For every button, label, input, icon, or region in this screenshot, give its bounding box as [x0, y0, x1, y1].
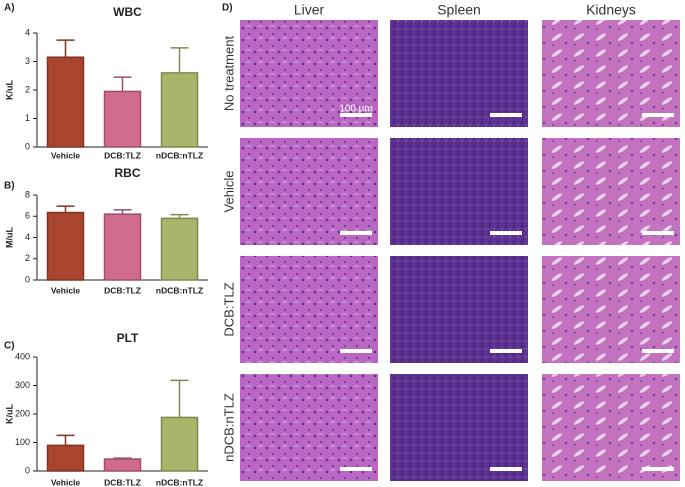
bar: [46, 56, 85, 148]
image-tint: [390, 256, 528, 363]
image-tint: [542, 374, 680, 481]
y-axis-label: K/uL: [4, 404, 14, 424]
bar: [160, 217, 199, 281]
panel-label: B): [4, 181, 15, 192]
histology-image: [390, 138, 528, 245]
x-tick-label: DCB:TLZ: [104, 150, 141, 160]
bar: [103, 458, 142, 472]
chart-title: RBC: [115, 166, 141, 180]
histology-image: [542, 20, 680, 127]
y-tick-label: 0: [25, 141, 30, 151]
scale-bar: [642, 113, 674, 117]
histology-image: [240, 374, 378, 481]
scale-label: 100 µm: [339, 104, 373, 115]
panel-label: D): [222, 3, 233, 14]
image-tint: [542, 20, 680, 127]
histology-image: [390, 256, 528, 363]
scale-bar: [490, 349, 522, 353]
scale-bar: [490, 467, 522, 471]
scale-bar: [642, 231, 674, 235]
row-label: Vehicle: [221, 171, 236, 213]
row-label: DCB:TLZ: [221, 282, 236, 336]
histology-image: [542, 256, 680, 363]
histology-image: [240, 20, 378, 127]
chart-title: PLT: [117, 331, 139, 345]
scale-bar: [340, 349, 372, 353]
x-tick-label: nDCB:nTLZ: [156, 477, 203, 487]
scale-bar: [490, 231, 522, 235]
panel-label: C): [4, 341, 15, 352]
row-label: nDCB:nTLZ: [221, 393, 236, 462]
x-tick-label: DCB:TLZ: [104, 477, 141, 487]
y-tick-label: 4: [25, 27, 30, 37]
column-header: Liver: [294, 2, 325, 18]
scale-bar: [340, 113, 372, 117]
histology-image: [240, 138, 378, 245]
image-tint: [390, 138, 528, 245]
bar: [46, 211, 85, 281]
scale-bar: [340, 231, 372, 235]
bar: [103, 90, 142, 148]
scale-bar: [490, 113, 522, 117]
image-tint: [542, 138, 680, 245]
image-tint: [240, 374, 378, 481]
y-tick-label: 6: [25, 211, 30, 221]
y-tick-label: 400: [15, 351, 30, 361]
y-tick-label: 4: [25, 232, 30, 242]
y-tick-label: 300: [15, 380, 30, 390]
x-tick-label: nDCB:nTLZ: [156, 285, 203, 295]
panel-label: A): [4, 3, 15, 14]
x-tick-label: Vehicle: [51, 477, 81, 487]
x-tick-label: DCB:TLZ: [104, 285, 141, 295]
y-tick-label: 0: [25, 274, 30, 284]
image-tint: [390, 20, 528, 127]
image-tint: [390, 374, 528, 481]
chart-title: WBC: [113, 5, 142, 19]
y-axis-label: K/uL: [4, 80, 14, 100]
bar: [103, 213, 142, 281]
row-label: No treatment: [221, 36, 236, 112]
column-header: Spleen: [437, 2, 481, 18]
y-tick-label: 100: [15, 437, 30, 447]
y-axis-label: M/uL: [4, 227, 14, 248]
histology-image: [542, 374, 680, 481]
scale-bar: [642, 467, 674, 471]
histology-image: [542, 138, 680, 245]
y-tick-label: 1: [25, 113, 30, 123]
image-tint: [240, 256, 378, 363]
x-tick-label: Vehicle: [51, 285, 81, 295]
column-header: Kidneys: [586, 2, 636, 18]
histology-image: [390, 374, 528, 481]
histology-image: [390, 20, 528, 127]
x-tick-label: nDCB:nTLZ: [156, 150, 203, 160]
y-tick-label: 0: [25, 465, 30, 475]
bar: [46, 444, 85, 472]
y-tick-label: 3: [25, 56, 30, 66]
bar: [160, 72, 199, 148]
y-tick-label: 8: [25, 189, 30, 199]
scale-bar: [642, 349, 674, 353]
histology-image: [240, 256, 378, 363]
y-tick-label: 200: [15, 408, 30, 418]
scale-bar: [340, 467, 372, 471]
y-tick-label: 2: [25, 253, 30, 263]
bar: [160, 416, 199, 472]
y-tick-label: 2: [25, 84, 30, 94]
image-tint: [240, 20, 378, 127]
image-tint: [240, 138, 378, 245]
image-tint: [542, 256, 680, 363]
x-tick-label: Vehicle: [51, 150, 81, 160]
